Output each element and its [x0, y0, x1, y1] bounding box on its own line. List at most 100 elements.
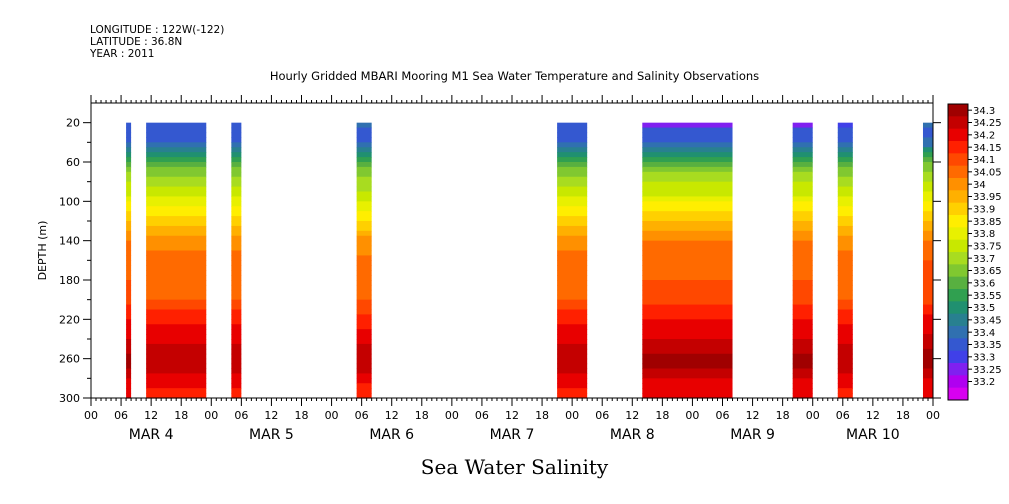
x-tick-label: 12 [385, 409, 399, 422]
salinity-cell [231, 255, 242, 261]
salinity-cell [837, 324, 853, 330]
salinity-cell [146, 250, 207, 257]
salinity-cell [557, 147, 588, 153]
x-tick-label: 06 [836, 409, 850, 422]
salinity-cell [922, 147, 933, 153]
salinity-cell [231, 265, 242, 271]
salinity-cell [642, 206, 733, 212]
salinity-cell [557, 393, 588, 399]
salinity-cell [146, 339, 207, 345]
salinity-cell [356, 225, 372, 232]
salinity-cell [126, 270, 132, 276]
salinity-cell [126, 137, 132, 143]
salinity-cell [231, 162, 242, 168]
salinity-cell [837, 127, 853, 134]
salinity-cell [922, 299, 933, 306]
salinity-cell [557, 343, 588, 350]
x-tick-label: 00 [565, 409, 579, 422]
salinity-cell [356, 122, 372, 129]
salinity-cell [792, 201, 813, 207]
colorbar-swatch [948, 338, 968, 352]
salinity-cell [792, 245, 813, 252]
salinity-cell [922, 225, 933, 232]
salinity-cell [557, 211, 588, 217]
salinity-cell [922, 191, 933, 198]
salinity-cell [557, 280, 588, 286]
day-label: MAR 9 [730, 427, 775, 443]
salinity-cell [146, 171, 207, 178]
salinity-cell [356, 363, 372, 370]
salinity-cell [356, 294, 372, 301]
salinity-cell [557, 132, 588, 139]
salinity-cell [837, 334, 853, 340]
data-column-0 [126, 122, 132, 399]
salinity-cell [126, 299, 132, 306]
salinity-cell [922, 363, 933, 370]
salinity-cell [557, 260, 588, 266]
salinity-cell [642, 211, 733, 217]
salinity-cell [231, 191, 242, 198]
salinity-cell [126, 206, 132, 212]
salinity-cell [126, 162, 132, 168]
x-tick-label: 06 [716, 409, 730, 422]
salinity-cell [837, 221, 853, 227]
salinity-cell [356, 132, 372, 139]
colorbar-swatch [948, 141, 968, 154]
colorbar-swatch [948, 239, 968, 253]
salinity-cell [557, 383, 588, 389]
salinity-cell [922, 309, 933, 316]
salinity-cell [126, 240, 132, 247]
salinity-cell [837, 270, 853, 276]
salinity-cell [557, 265, 588, 271]
salinity-cell [231, 176, 242, 183]
salinity-cell [642, 166, 733, 173]
salinity-cell [146, 122, 207, 129]
salinity-cell [642, 245, 733, 252]
colorbar-swatch [948, 276, 968, 290]
salinity-cell [356, 334, 372, 340]
salinity-cell [837, 304, 853, 311]
salinity-cell [231, 368, 242, 375]
salinity-cell [231, 181, 242, 188]
colorbar-label: 33.35 [973, 340, 1002, 351]
salinity-cell [126, 388, 132, 394]
salinity-cell [557, 378, 588, 384]
salinity-cell [146, 275, 207, 281]
salinity-cell [792, 388, 813, 394]
salinity-cell [837, 363, 853, 370]
salinity-cell [146, 235, 207, 242]
colorbar-label: 34.2 [973, 130, 995, 141]
y-tick-label: 20 [66, 117, 80, 130]
salinity-cell [356, 378, 372, 384]
salinity-cell [557, 186, 588, 193]
salinity-cell [146, 166, 207, 173]
salinity-cell [642, 265, 733, 271]
colorbar-label: 33.45 [973, 315, 1002, 326]
x-tick-label: 00 [84, 409, 98, 422]
salinity-cell [356, 206, 372, 212]
x-tick-label: 18 [896, 409, 910, 422]
salinity-cell [146, 324, 207, 330]
salinity-cell [837, 176, 853, 183]
salinity-cell [356, 255, 372, 261]
colorbar-swatch [948, 326, 968, 339]
salinity-cell [231, 166, 242, 173]
salinity-cell [557, 201, 588, 207]
chart-title: Hourly Gridded MBARI Mooring M1 Sea Wate… [269, 69, 760, 83]
salinity-cell [922, 127, 933, 134]
salinity-cell [837, 275, 853, 281]
salinity-cell [356, 304, 372, 311]
salinity-cell [231, 334, 242, 340]
salinity-cell [922, 211, 933, 217]
salinity-cell [126, 363, 132, 370]
salinity-cell [922, 383, 933, 389]
salinity-cell [792, 324, 813, 330]
salinity-cell [557, 221, 588, 227]
salinity-cell [126, 127, 132, 134]
salinity-cell [126, 181, 132, 188]
salinity-cell [792, 373, 813, 379]
salinity-cell [792, 270, 813, 276]
salinity-cell [837, 206, 853, 212]
salinity-cell [792, 122, 813, 129]
